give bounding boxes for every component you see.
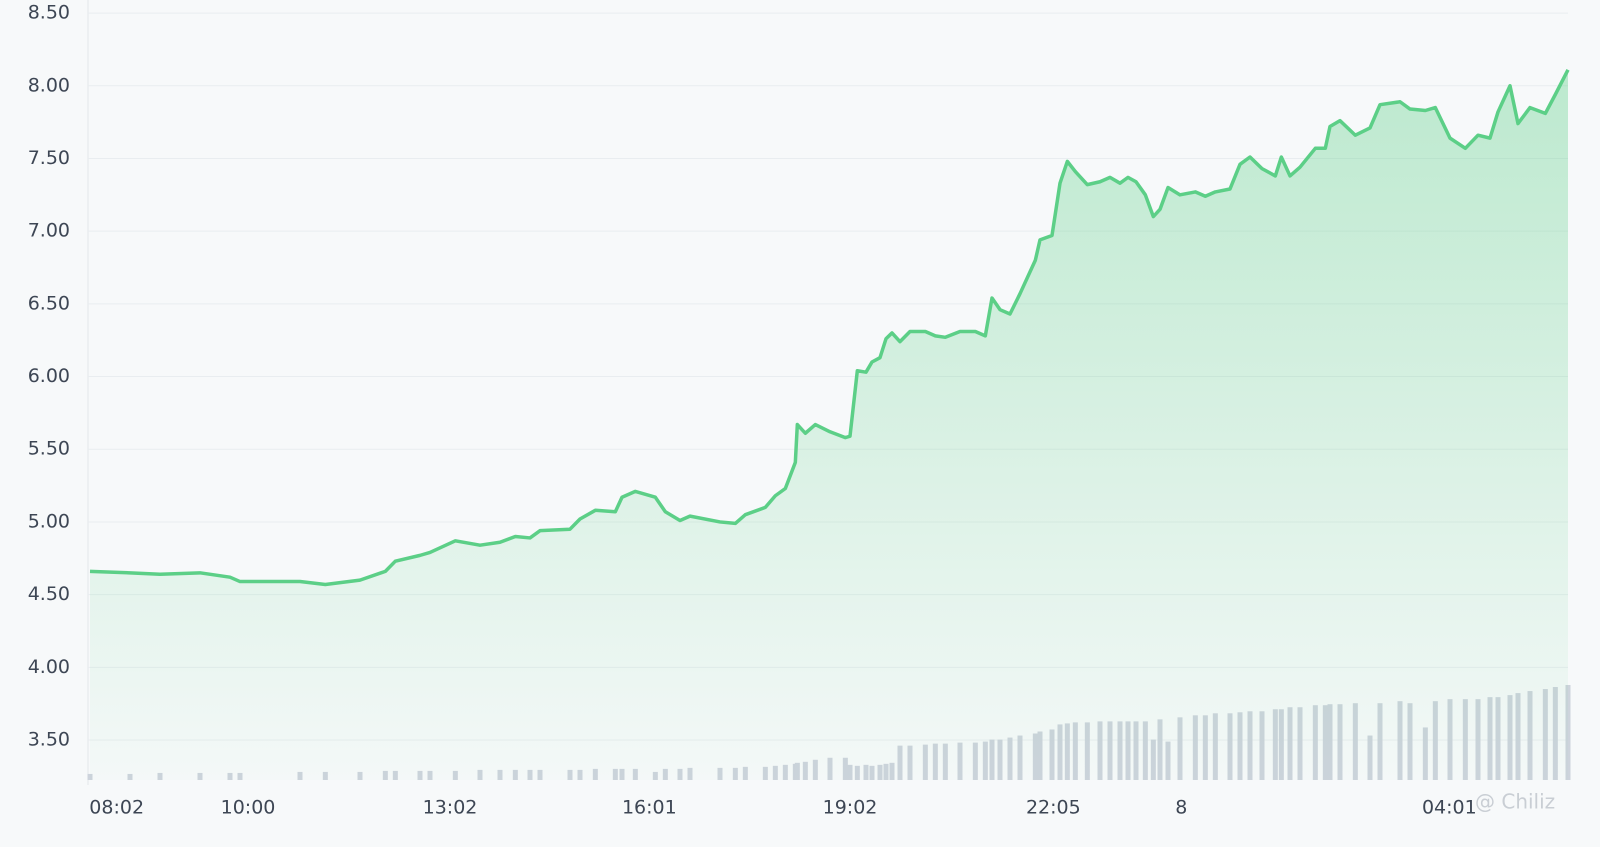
x-tick-label: 8 bbox=[1175, 797, 1187, 819]
x-tick-label: 13:02 bbox=[423, 797, 478, 819]
x-tick-label: 04:01 bbox=[1422, 797, 1477, 819]
price-line bbox=[89, 68, 1570, 587]
y-tick-label: 5.50 bbox=[28, 438, 70, 460]
x-tick-label: 10:00 bbox=[221, 797, 276, 819]
y-tick-label: 7.00 bbox=[28, 220, 70, 242]
x-tick-label: 22:05 bbox=[1026, 797, 1081, 819]
y-tick-label: 6.00 bbox=[28, 365, 70, 387]
x-tick-label: 16:01 bbox=[622, 797, 677, 819]
y-tick-label: 5.00 bbox=[28, 510, 70, 532]
y-tick-label: 6.50 bbox=[28, 292, 70, 314]
area-fill bbox=[90, 69, 1568, 780]
y-tick-label: 8.50 bbox=[28, 2, 70, 24]
x-tick-label: 19:02 bbox=[823, 797, 878, 819]
y-tick-label: 7.50 bbox=[28, 147, 70, 169]
x-tick-label: 08:02 bbox=[89, 797, 144, 819]
y-tick-label: 3.50 bbox=[28, 729, 70, 751]
y-tick-label: 4.50 bbox=[28, 583, 70, 605]
y-tick-label: 8.00 bbox=[28, 74, 70, 96]
y-tick-label: 4.00 bbox=[28, 656, 70, 678]
watermark: @ Chiliz bbox=[1475, 790, 1555, 814]
